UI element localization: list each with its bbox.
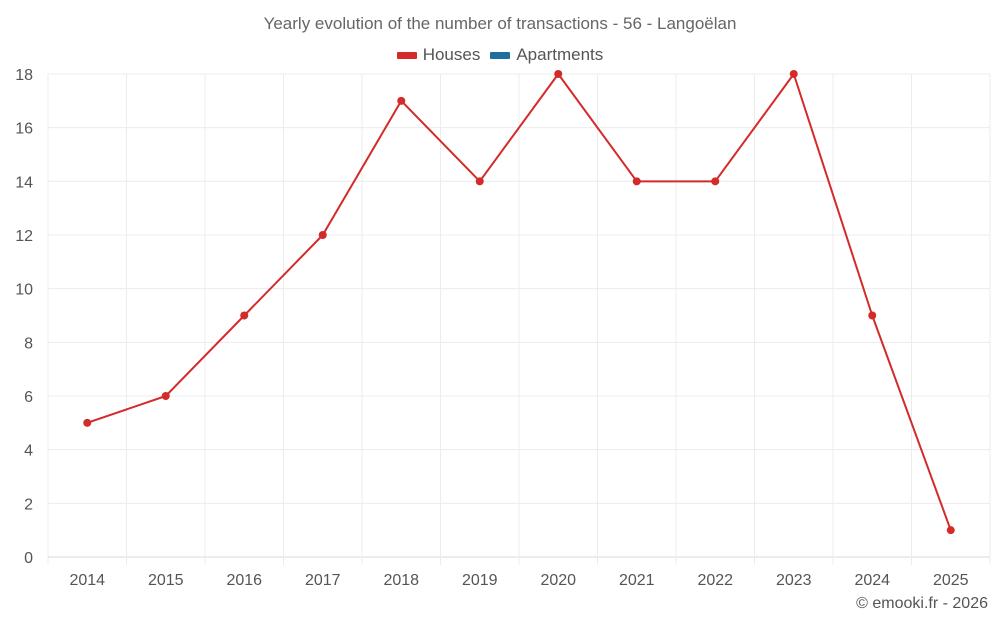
data-point-houses (946, 526, 955, 535)
x-tick-label: 2014 (69, 572, 105, 589)
legend: Houses Apartments (0, 45, 1000, 65)
chart-title: Yearly evolution of the number of transa… (263, 14, 737, 33)
legend-swatch-houses (396, 51, 417, 59)
data-point-houses (240, 311, 249, 320)
x-tick-label: 2018 (383, 572, 419, 589)
data-point-houses (789, 70, 798, 78)
x-tick-label: 2017 (305, 572, 341, 589)
data-point-houses (632, 177, 641, 186)
series-line-houses (86, 73, 952, 531)
x-tick-label: 2023 (776, 572, 812, 589)
y-tick-label: 0 (24, 550, 33, 567)
y-tick-label: 4 (24, 443, 33, 460)
legend-swatch-apartments (490, 51, 511, 59)
x-tick-label: 2024 (854, 572, 890, 589)
data-point-houses (397, 96, 406, 105)
legend-item-apartments[interactable]: Apartments (490, 45, 603, 65)
data-point-houses (868, 311, 877, 320)
x-tick-label: 2015 (148, 572, 184, 589)
credit-text: © emooki.fr - 2026 (856, 595, 988, 612)
y-tick-label: 14 (15, 174, 33, 191)
y-tick-label: 8 (24, 335, 33, 352)
data-point-houses (318, 231, 327, 239)
y-tick-label: 18 (15, 67, 33, 84)
y-tick-label: 10 (15, 282, 33, 299)
data-point-houses (554, 70, 563, 78)
y-tick-label: 2 (24, 496, 33, 513)
x-tick-label: 2020 (540, 572, 576, 589)
y-tick-label: 12 (15, 228, 33, 245)
x-tick-label: 2025 (933, 572, 969, 589)
data-point-houses (475, 177, 484, 186)
y-tick-label: 6 (24, 389, 33, 406)
legend-item-houses[interactable]: Houses (396, 45, 481, 65)
legend-label-apartments: Apartments (516, 45, 604, 64)
legend-label-houses: Houses (422, 45, 481, 64)
y-tick-label: 16 (15, 121, 33, 138)
data-point-houses (83, 418, 92, 427)
x-tick-label: 2021 (619, 572, 655, 589)
x-tick-label: 2016 (226, 572, 262, 589)
data-point-houses (161, 392, 170, 400)
x-tick-label: 2019 (462, 572, 498, 589)
x-tick-label: 2022 (697, 572, 733, 589)
data-point-houses (711, 177, 720, 186)
